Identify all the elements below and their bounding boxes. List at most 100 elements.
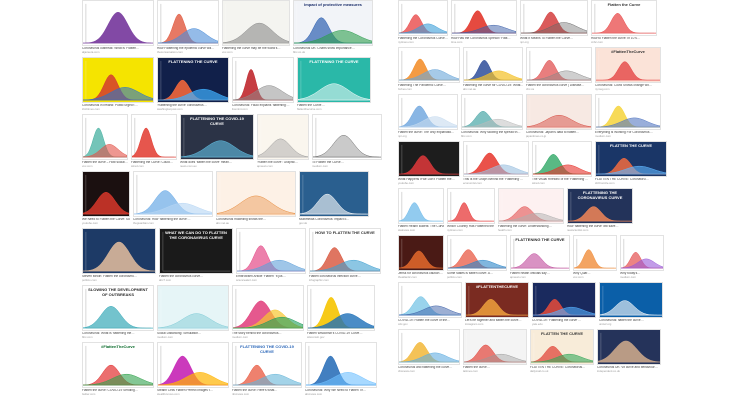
- image-result-tile[interactable]: Flattening the curve may be the world's……: [222, 0, 290, 54]
- result-thumbnail[interactable]: [236, 228, 306, 274]
- result-caption[interactable]: Embrowsen Article 'Flatten' 'It jus…: [236, 275, 286, 278]
- image-result-tile[interactable]: The Visual Rhetoric of the 'Flattening'……: [532, 141, 592, 185]
- image-result-tile[interactable]: #FlattenTheCurve Coronavirus: Covid Shows…: [595, 47, 661, 91]
- image-result-tile[interactable]: The story behind the coronavirus… medium.…: [232, 285, 304, 339]
- image-result-tile[interactable]: Some states is flatten curve: A… politico…: [447, 235, 507, 279]
- result-thumbnail[interactable]: #FlattenTheCurve: [595, 47, 661, 83]
- image-result-tile[interactable]: FLATTEN THE CURVE FLATTEN THE CURVE: Coro…: [595, 141, 667, 185]
- result-thumbnail[interactable]: HOW TO FLATTEN THE CURVE: [309, 228, 381, 274]
- image-result-tile[interactable]: We Need to Flatten the Curve: Social…you…: [82, 171, 130, 225]
- image-result-tile[interactable]: Coronavirus: Fauci explains 'flattening'…: [232, 57, 294, 111]
- image-result-tile[interactable]: #FlattenTheCurve Flatten the curve: COVID…: [82, 342, 154, 396]
- result-caption[interactable]: Flattening the curve for COVID-19: What…: [463, 84, 523, 87]
- result-caption[interactable]: Social Distancing: Simulation…: [157, 332, 202, 335]
- image-result-tile[interactable]: Coronavirus modelling shows the… abc.net.…: [216, 171, 296, 225]
- result-thumbnail[interactable]: [82, 171, 130, 217]
- image-result-tile[interactable]: Why Quar… vox.com: [573, 235, 617, 279]
- result-thumbnail[interactable]: [312, 114, 382, 160]
- result-caption[interactable]: How Flattening the epidemic curve will…: [157, 47, 215, 50]
- result-thumbnail[interactable]: [447, 235, 507, 271]
- result-thumbnail[interactable]: SLOWING THE DEVELOPMENT OF OUTBREAKS: [82, 285, 154, 331]
- result-caption[interactable]: Why Quar…: [573, 272, 591, 275]
- result-caption[interactable]: Flatten Wisconsin's COVID-19 Curve…: [307, 332, 363, 335]
- result-caption[interactable]: Flatten the curve: Here's what…: [232, 389, 278, 392]
- result-thumbnail[interactable]: [573, 235, 617, 271]
- result-caption[interactable]: Flatten the coronavirus curve | Disease…: [526, 84, 585, 87]
- result-caption[interactable]: Coronavirus modelling shows the…: [216, 218, 267, 221]
- result-thumbnail[interactable]: [131, 114, 177, 160]
- image-result-tile[interactable]: Flatten Health Bullets: The Curve… statne…: [398, 188, 444, 232]
- image-result-tile[interactable]: #FLATTENTHECURVE Let's be together and fl…: [465, 282, 529, 326]
- image-result-tile[interactable]: Coronavirus: Why We Need to Flatten Th… a…: [305, 342, 377, 396]
- result-thumbnail[interactable]: [398, 235, 444, 271]
- image-result-tile[interactable]: Why today's… medium.com: [620, 235, 664, 279]
- result-caption[interactable]: Coronavirus: What is 'flattening the…: [82, 332, 135, 335]
- image-result-tile[interactable]: Flatten the curve… latimes.com: [463, 329, 527, 373]
- result-caption[interactable]: Coronavirus: Covid Shows change wit…: [595, 84, 652, 87]
- image-result-tile[interactable]: Stealth Cells Flatten Perfect Images t… s…: [157, 342, 229, 396]
- image-result-tile[interactable]: Flatten the Curve How to Flatten the curv…: [591, 0, 657, 44]
- image-result-tile[interactable]: Flattening the curve for COVID-19: What……: [463, 47, 523, 91]
- image-result-tile[interactable]: To Flatten the Curve… medium.com: [312, 114, 382, 168]
- result-caption[interactable]: Flatten Health Bullets: The Curve…: [398, 225, 444, 228]
- image-result-tile[interactable]: WHAT WE CAN DO TO FLATTEN THE CORONAVIRU…: [159, 228, 233, 282]
- result-thumbnail[interactable]: [157, 342, 229, 388]
- image-result-tile[interactable]: SLOWING THE DEVELOPMENT OF OUTBREAKS Coro…: [82, 285, 154, 339]
- result-thumbnail[interactable]: FLATTENING THE CORONAVIRUS CURVE: [567, 188, 633, 224]
- image-result-tile[interactable]: Coronavirus outbreak: What is 'Flatten… a…: [82, 0, 154, 54]
- image-result-tile[interactable]: Coronavirus: flatten the curve… unicef.or…: [599, 282, 663, 326]
- result-caption[interactable]: How to Flatten the curve: In 10 s…: [591, 37, 641, 40]
- result-thumbnail[interactable]: [620, 235, 664, 271]
- image-result-tile[interactable]: How Has the Coronavirus Spread? Flatt… ti…: [451, 0, 517, 44]
- image-result-tile[interactable]: This Is the Graph Behind the 'Flattening…: [463, 141, 529, 185]
- result-caption[interactable]: Flattening the Coronavirus Curve…: [398, 37, 448, 40]
- result-caption[interactable]: Why today's…: [620, 272, 641, 275]
- result-thumbnail[interactable]: FLATTENING THE CURVE: [157, 57, 229, 103]
- result-thumbnail[interactable]: [82, 228, 156, 274]
- image-result-tile[interactable]: 'Flatten the curve': Graphic… apnews.com: [257, 114, 309, 168]
- result-thumbnail[interactable]: #FLATTENTHECURVE: [465, 282, 529, 318]
- result-thumbnail[interactable]: [398, 0, 448, 36]
- result-caption[interactable]: Coronavirus outbreak: What is 'Flatten…: [82, 47, 140, 50]
- result-caption[interactable]: Coronavirus: flatten the curve…: [599, 319, 644, 322]
- image-result-tile[interactable]: How Flattening the epidemic curve will… t…: [157, 0, 219, 54]
- result-caption[interactable]: Coronavirus: Japan's data to flatten…: [526, 131, 580, 134]
- image-result-tile[interactable]: Flattening the curve: Understanding… heal…: [498, 188, 564, 232]
- result-caption[interactable]: Coronavirus: How 'flattening the curve'…: [133, 218, 191, 221]
- result-caption[interactable]: Flatten the Curve…: [297, 104, 325, 107]
- image-result-tile[interactable]: Flatten the curve – How social… vox.com: [82, 114, 128, 168]
- result-thumbnail[interactable]: [398, 282, 462, 318]
- result-caption[interactable]: Flatten the coronavirus curve…: [159, 275, 204, 278]
- result-thumbnail[interactable]: FLATTENING THE COVID-19 CURVE: [180, 114, 254, 160]
- result-thumbnail[interactable]: [595, 94, 661, 130]
- image-result-tile[interactable]: Impact of protective measures Coronavirus…: [293, 0, 373, 54]
- result-caption[interactable]: COVID-19: Flatten the curve of the…: [398, 319, 451, 322]
- result-thumbnail[interactable]: [463, 47, 523, 83]
- image-result-tile[interactable]: FLATTENING THE COVID-19 CURVE What does '…: [180, 114, 254, 168]
- image-result-tile[interactable]: FLATTEN THE CURVE FLATTEN THE CURVE: Coro…: [530, 329, 594, 373]
- result-caption[interactable]: Flattening the curve: Understanding…: [498, 225, 552, 228]
- result-caption[interactable]: Coronavirus UK: Charts show importance…: [293, 47, 355, 50]
- result-thumbnail[interactable]: [398, 94, 458, 130]
- result-thumbnail[interactable]: FLATTENING THE COVID-19 CURVE: [232, 342, 302, 388]
- result-thumbnail[interactable]: [398, 141, 460, 177]
- image-result-tile[interactable]: Coronavirus: How 'flattening the curve'……: [133, 171, 213, 225]
- image-result-tile[interactable]: HOW TO FLATTEN THE CURVE Flatten coronavi…: [309, 228, 381, 282]
- result-thumbnail[interactable]: WHAT WE CAN DO TO FLATTEN THE CORONAVIRU…: [159, 228, 233, 274]
- image-result-tile[interactable]: FLATTENING THE COVID-19 CURVE Flatten the…: [232, 342, 302, 396]
- result-caption[interactable]: Coronavirus: Why We Need to Flatten Th…: [305, 389, 367, 392]
- result-thumbnail[interactable]: [82, 57, 154, 103]
- result-thumbnail[interactable]: [532, 141, 592, 177]
- image-result-tile[interactable]: FLATTENING THE CURVE Flatten the Curve… fl…: [297, 57, 371, 111]
- result-caption[interactable]: Flatten coronavirus infection curve…: [309, 275, 361, 278]
- result-thumbnail[interactable]: FLATTEN THE CURVE: [595, 141, 667, 177]
- result-thumbnail[interactable]: [498, 188, 564, 224]
- result-thumbnail[interactable]: Flatten the Curve: [591, 0, 657, 36]
- result-thumbnail[interactable]: FLATTENING THE CURVE: [297, 57, 371, 103]
- result-caption[interactable]: Coronavirus in Ireland: Public urged t…: [82, 104, 138, 107]
- result-caption[interactable]: The Visual Rhetoric of the 'Flattening'…: [532, 178, 588, 181]
- result-thumbnail[interactable]: [157, 285, 229, 331]
- result-caption[interactable]: Coronavirus and flattening the curve…: [398, 366, 453, 369]
- image-result-tile[interactable]: Coronavirus UK: Vit curve and behaviour……: [597, 329, 661, 373]
- result-caption[interactable]: Flatten the curve…: [463, 366, 490, 369]
